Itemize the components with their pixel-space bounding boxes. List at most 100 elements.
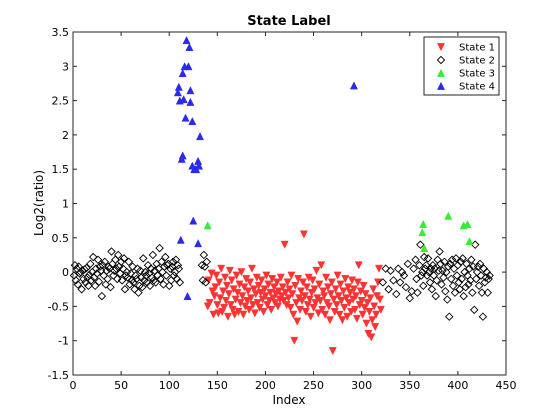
- data-point: [288, 290, 297, 299]
- data-point: [176, 235, 185, 244]
- data-point: [339, 287, 348, 296]
- data-point: [485, 271, 494, 280]
- data-point: [319, 287, 328, 296]
- x-axis-label: Index: [272, 393, 305, 407]
- data-point: [326, 290, 335, 299]
- data-point: [389, 276, 398, 285]
- data-point: [422, 271, 432, 280]
- data-point: [215, 278, 224, 287]
- data-point: [436, 259, 445, 269]
- y-tick-label: 3: [62, 60, 69, 73]
- data-point: [346, 288, 355, 297]
- data-point: [82, 263, 91, 273]
- data-point: [95, 262, 105, 271]
- data-point: [456, 257, 466, 267]
- data-point: [278, 283, 287, 292]
- data-point: [475, 259, 485, 269]
- data-point: [239, 310, 248, 319]
- data-point: [99, 271, 109, 280]
- y-axis-label: Log2(ratio): [32, 170, 46, 236]
- data-point: [325, 316, 334, 325]
- data-point: [403, 259, 413, 269]
- data-point: [421, 261, 431, 270]
- data-point: [323, 283, 332, 292]
- data-point: [261, 292, 270, 301]
- data-point: [86, 259, 95, 269]
- data-point: [246, 278, 255, 287]
- data-point: [434, 266, 443, 275]
- x-tick-label: 150: [207, 379, 228, 392]
- data-point: [222, 281, 231, 290]
- data-point: [151, 278, 160, 287]
- data-point: [395, 278, 405, 287]
- axis-ticks: 0 50 100 150 200 250 300 350 400 450 -1.5 -1 -0.5 0 0.…: [48, 26, 517, 392]
- data-point: [107, 247, 116, 256]
- data-point: [227, 276, 236, 285]
- data-point: [272, 278, 281, 287]
- data-point: [444, 262, 453, 271]
- data-point: [73, 280, 83, 289]
- data-point: [363, 299, 372, 308]
- x-tick-label: 200: [255, 379, 276, 392]
- data-point: [299, 230, 308, 239]
- data-point: [443, 295, 452, 304]
- data-point: [165, 264, 175, 273]
- data-point: [240, 283, 249, 292]
- data-point: [128, 262, 137, 271]
- data-point: [457, 274, 466, 284]
- data-point: [286, 303, 295, 312]
- data-point: [423, 254, 433, 263]
- data-point: [298, 297, 307, 306]
- data-point: [483, 288, 492, 297]
- data-point: [424, 267, 434, 277]
- y-tick-label: 3.5: [52, 26, 70, 39]
- x-tick-label: 0: [70, 379, 77, 392]
- data-point: [201, 278, 211, 287]
- data-point: [195, 161, 204, 170]
- data-point: [249, 285, 258, 294]
- data-point: [276, 273, 285, 282]
- data-point: [202, 257, 211, 267]
- data-point: [444, 211, 453, 220]
- data-point: [427, 285, 437, 294]
- data-point: [413, 288, 422, 297]
- data-point: [203, 221, 212, 230]
- data-point: [274, 287, 283, 296]
- data-point: [113, 274, 122, 284]
- legend-entry: State 4: [436, 82, 495, 93]
- data-point: [349, 81, 358, 90]
- data-point: [209, 310, 218, 319]
- data-point: [178, 151, 187, 160]
- data-point: [250, 309, 259, 318]
- data-point: [467, 255, 476, 264]
- data-point: [335, 310, 344, 319]
- data-point: [405, 293, 415, 303]
- data-point: [134, 288, 143, 297]
- data-point: [336, 280, 345, 289]
- data-point: [444, 312, 454, 321]
- data-point: [301, 308, 310, 317]
- data-point: [266, 288, 275, 297]
- data-point: [173, 261, 183, 270]
- data-point: [194, 239, 203, 248]
- data-point: [270, 283, 279, 292]
- data-point: [376, 305, 385, 314]
- data-point: [247, 294, 256, 303]
- data-point: [426, 264, 436, 273]
- data-point: [349, 285, 358, 294]
- data-point: [216, 294, 225, 303]
- data-point: [257, 276, 266, 285]
- data-point: [221, 297, 230, 306]
- y-tick-label: 2: [62, 129, 69, 142]
- data-point: [186, 86, 195, 95]
- data-point: [397, 267, 407, 277]
- data-point: [474, 281, 484, 291]
- data-point: [87, 276, 96, 285]
- x-tick-label: 450: [496, 379, 517, 392]
- data-point: [393, 264, 403, 273]
- data-point: [97, 291, 107, 301]
- data-point: [253, 299, 262, 308]
- data-point: [331, 285, 340, 294]
- data-point: [305, 295, 314, 304]
- legend-entry: State 3: [436, 69, 495, 80]
